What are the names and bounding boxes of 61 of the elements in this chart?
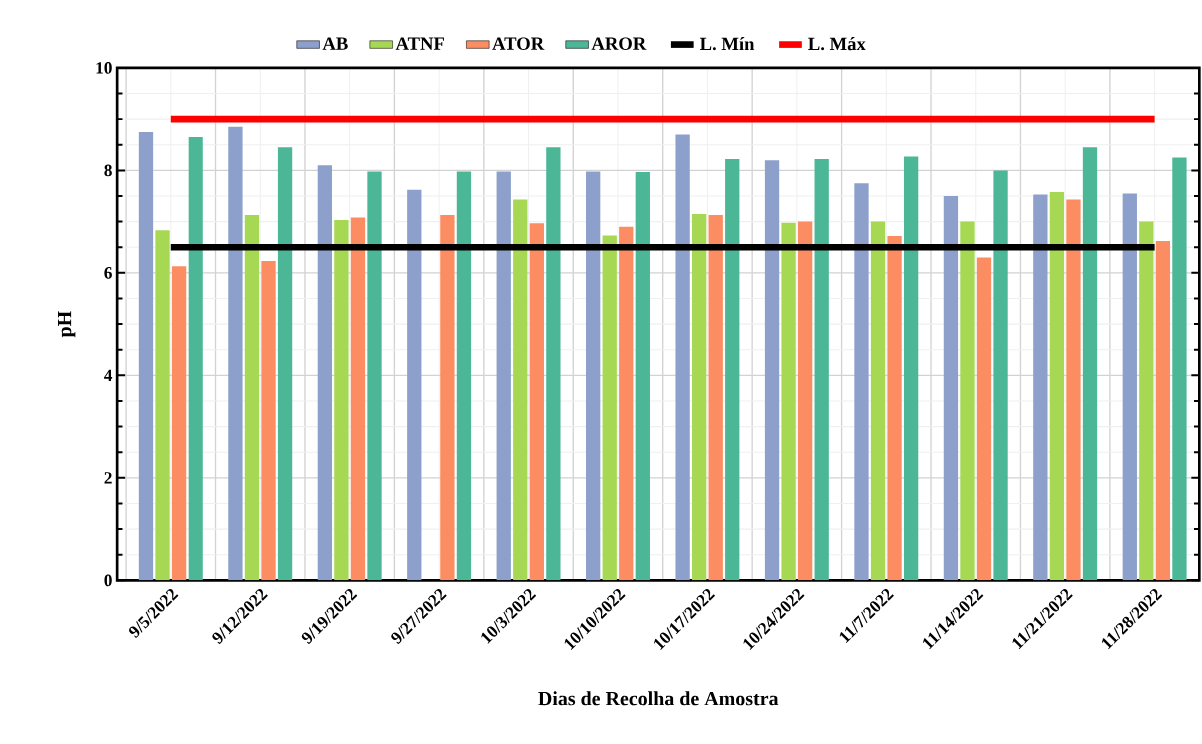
legend-label: AB (322, 37, 348, 50)
bar (960, 221, 975, 581)
y-tick-label: 2 (104, 472, 112, 484)
bar (708, 214, 723, 581)
bar (635, 171, 650, 581)
bar (870, 221, 886, 581)
y-axis-title: pH (58, 311, 76, 338)
bar (1066, 199, 1081, 581)
bar (513, 199, 528, 581)
bar (993, 170, 1008, 581)
bar (764, 160, 780, 581)
bar (887, 235, 902, 581)
bar (1082, 147, 1098, 581)
bar (586, 171, 601, 581)
bar (261, 261, 276, 581)
bar (334, 220, 349, 581)
y-tick-label: 6 (104, 267, 112, 279)
bar (496, 171, 511, 581)
bar (692, 213, 707, 581)
bar (367, 171, 382, 581)
y-tick-label: 8 (104, 164, 112, 177)
bar (350, 217, 366, 581)
y-tick-label: 0 (104, 574, 112, 587)
bar (943, 195, 959, 581)
bar (546, 147, 561, 581)
bar (228, 126, 243, 581)
bar (781, 222, 796, 581)
bar (171, 266, 187, 581)
bar (155, 230, 170, 581)
bar (277, 147, 293, 581)
bar (317, 165, 333, 581)
legend-label: ATOR (492, 37, 545, 50)
legend-label: L. Máx (808, 37, 866, 51)
bar (138, 131, 154, 581)
bar (407, 189, 422, 581)
bar (529, 223, 544, 581)
y-tick-label: 4 (104, 369, 113, 382)
bar (725, 159, 740, 581)
bar (188, 137, 203, 581)
bar (1049, 191, 1065, 581)
y-tick-label: 10 (96, 62, 112, 74)
bar (1155, 241, 1171, 581)
bar (854, 183, 869, 581)
legend-label: ATNF (395, 37, 444, 50)
bar (440, 214, 455, 581)
bar (619, 226, 634, 581)
bar (675, 134, 690, 581)
legend-label: L. Mín (699, 37, 755, 51)
bar (814, 159, 829, 581)
bar (602, 235, 617, 581)
legend-label: AROR (591, 37, 647, 50)
bar (456, 171, 472, 581)
bar (1033, 194, 1048, 581)
bar (903, 156, 919, 581)
bar (797, 221, 813, 581)
bar (1139, 221, 1154, 581)
bar (244, 214, 260, 581)
bar (1172, 157, 1187, 581)
bar (1122, 193, 1137, 581)
bar (976, 257, 992, 581)
x-axis-title: Dias de Recolha de Amostra (538, 691, 779, 706)
